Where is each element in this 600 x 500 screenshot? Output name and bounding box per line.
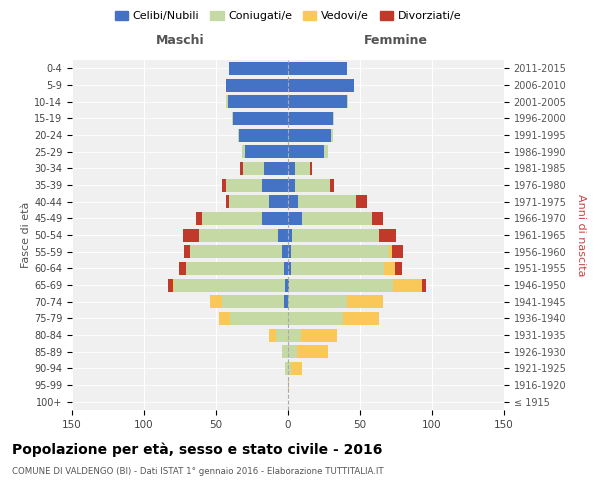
Bar — [229, 62, 288, 75]
Bar — [282, 345, 288, 358]
Bar — [282, 245, 288, 258]
Bar — [289, 278, 393, 291]
Bar — [295, 178, 330, 192]
Bar — [356, 195, 367, 208]
Bar — [288, 195, 298, 208]
Bar — [288, 145, 324, 158]
Bar — [285, 278, 288, 291]
Bar — [229, 195, 269, 208]
Bar — [332, 112, 334, 125]
Bar — [379, 228, 396, 241]
Bar — [288, 362, 291, 375]
Bar — [291, 245, 389, 258]
Bar — [288, 178, 295, 192]
Y-axis label: Fasce di età: Fasce di età — [21, 202, 31, 268]
Bar — [295, 162, 310, 175]
Bar — [210, 295, 222, 308]
Bar — [296, 345, 328, 358]
Bar — [288, 345, 296, 358]
Bar — [262, 178, 288, 192]
Bar — [186, 262, 284, 275]
Bar — [347, 295, 383, 308]
Bar — [310, 162, 313, 175]
Bar — [288, 162, 295, 175]
Bar — [288, 228, 292, 241]
Bar — [277, 328, 288, 342]
Bar — [284, 262, 288, 275]
Bar — [184, 245, 190, 258]
Bar — [291, 362, 302, 375]
Bar — [278, 228, 288, 241]
Bar — [302, 212, 371, 225]
Bar — [199, 228, 278, 241]
Bar — [393, 278, 422, 291]
Bar — [385, 262, 395, 275]
Bar — [292, 228, 379, 241]
Bar — [331, 128, 332, 141]
Bar — [233, 112, 288, 125]
Bar — [288, 312, 343, 325]
Bar — [169, 278, 173, 291]
Bar — [219, 312, 230, 325]
Bar — [324, 145, 328, 158]
Bar — [226, 78, 288, 92]
Bar — [269, 328, 277, 342]
Bar — [288, 295, 347, 308]
Bar — [347, 95, 349, 108]
Bar — [245, 145, 288, 158]
Bar — [288, 278, 289, 291]
Bar — [179, 262, 186, 275]
Bar — [298, 195, 356, 208]
Bar — [291, 262, 385, 275]
Bar — [288, 78, 354, 92]
Bar — [288, 245, 291, 258]
Bar — [263, 162, 288, 175]
Bar — [288, 212, 302, 225]
Bar — [288, 262, 291, 275]
Bar — [343, 312, 379, 325]
Bar — [330, 178, 334, 192]
Bar — [238, 128, 239, 141]
Bar — [232, 112, 233, 125]
Bar — [196, 212, 202, 225]
Bar — [242, 145, 245, 158]
Bar — [262, 212, 288, 225]
Bar — [284, 295, 288, 308]
Text: Maschi: Maschi — [155, 34, 205, 46]
Bar — [226, 195, 229, 208]
Bar — [288, 95, 347, 108]
Bar — [202, 212, 262, 225]
Bar — [226, 178, 262, 192]
Bar — [371, 212, 383, 225]
Bar — [190, 245, 282, 258]
Bar — [288, 62, 347, 75]
Text: COMUNE DI VALDENGO (BI) - Dati ISTAT 1° gennaio 2016 - Elaborazione TUTTITALIA.I: COMUNE DI VALDENGO (BI) - Dati ISTAT 1° … — [12, 468, 383, 476]
Text: Popolazione per età, sesso e stato civile - 2016: Popolazione per età, sesso e stato civil… — [12, 442, 382, 457]
Y-axis label: Anni di nascita: Anni di nascita — [576, 194, 586, 276]
Bar — [222, 178, 226, 192]
Bar — [227, 95, 288, 108]
Bar — [173, 278, 174, 291]
Bar — [301, 328, 337, 342]
Bar — [395, 262, 402, 275]
Bar — [244, 162, 263, 175]
Bar — [241, 162, 244, 175]
Bar — [239, 128, 288, 141]
Bar — [222, 295, 284, 308]
Bar — [174, 278, 285, 291]
Bar — [230, 312, 288, 325]
Bar — [183, 228, 199, 241]
Bar — [389, 245, 392, 258]
Bar — [288, 328, 301, 342]
Bar — [226, 95, 227, 108]
Bar — [392, 245, 403, 258]
Text: Femmine: Femmine — [364, 34, 428, 46]
Bar — [288, 128, 331, 141]
Bar — [288, 112, 332, 125]
Legend: Celibi/Nubili, Coniugati/e, Vedovi/e, Divorziati/e: Celibi/Nubili, Coniugati/e, Vedovi/e, Di… — [110, 6, 466, 25]
Bar — [285, 362, 288, 375]
Bar — [422, 278, 426, 291]
Bar — [288, 378, 289, 392]
Bar — [269, 195, 288, 208]
